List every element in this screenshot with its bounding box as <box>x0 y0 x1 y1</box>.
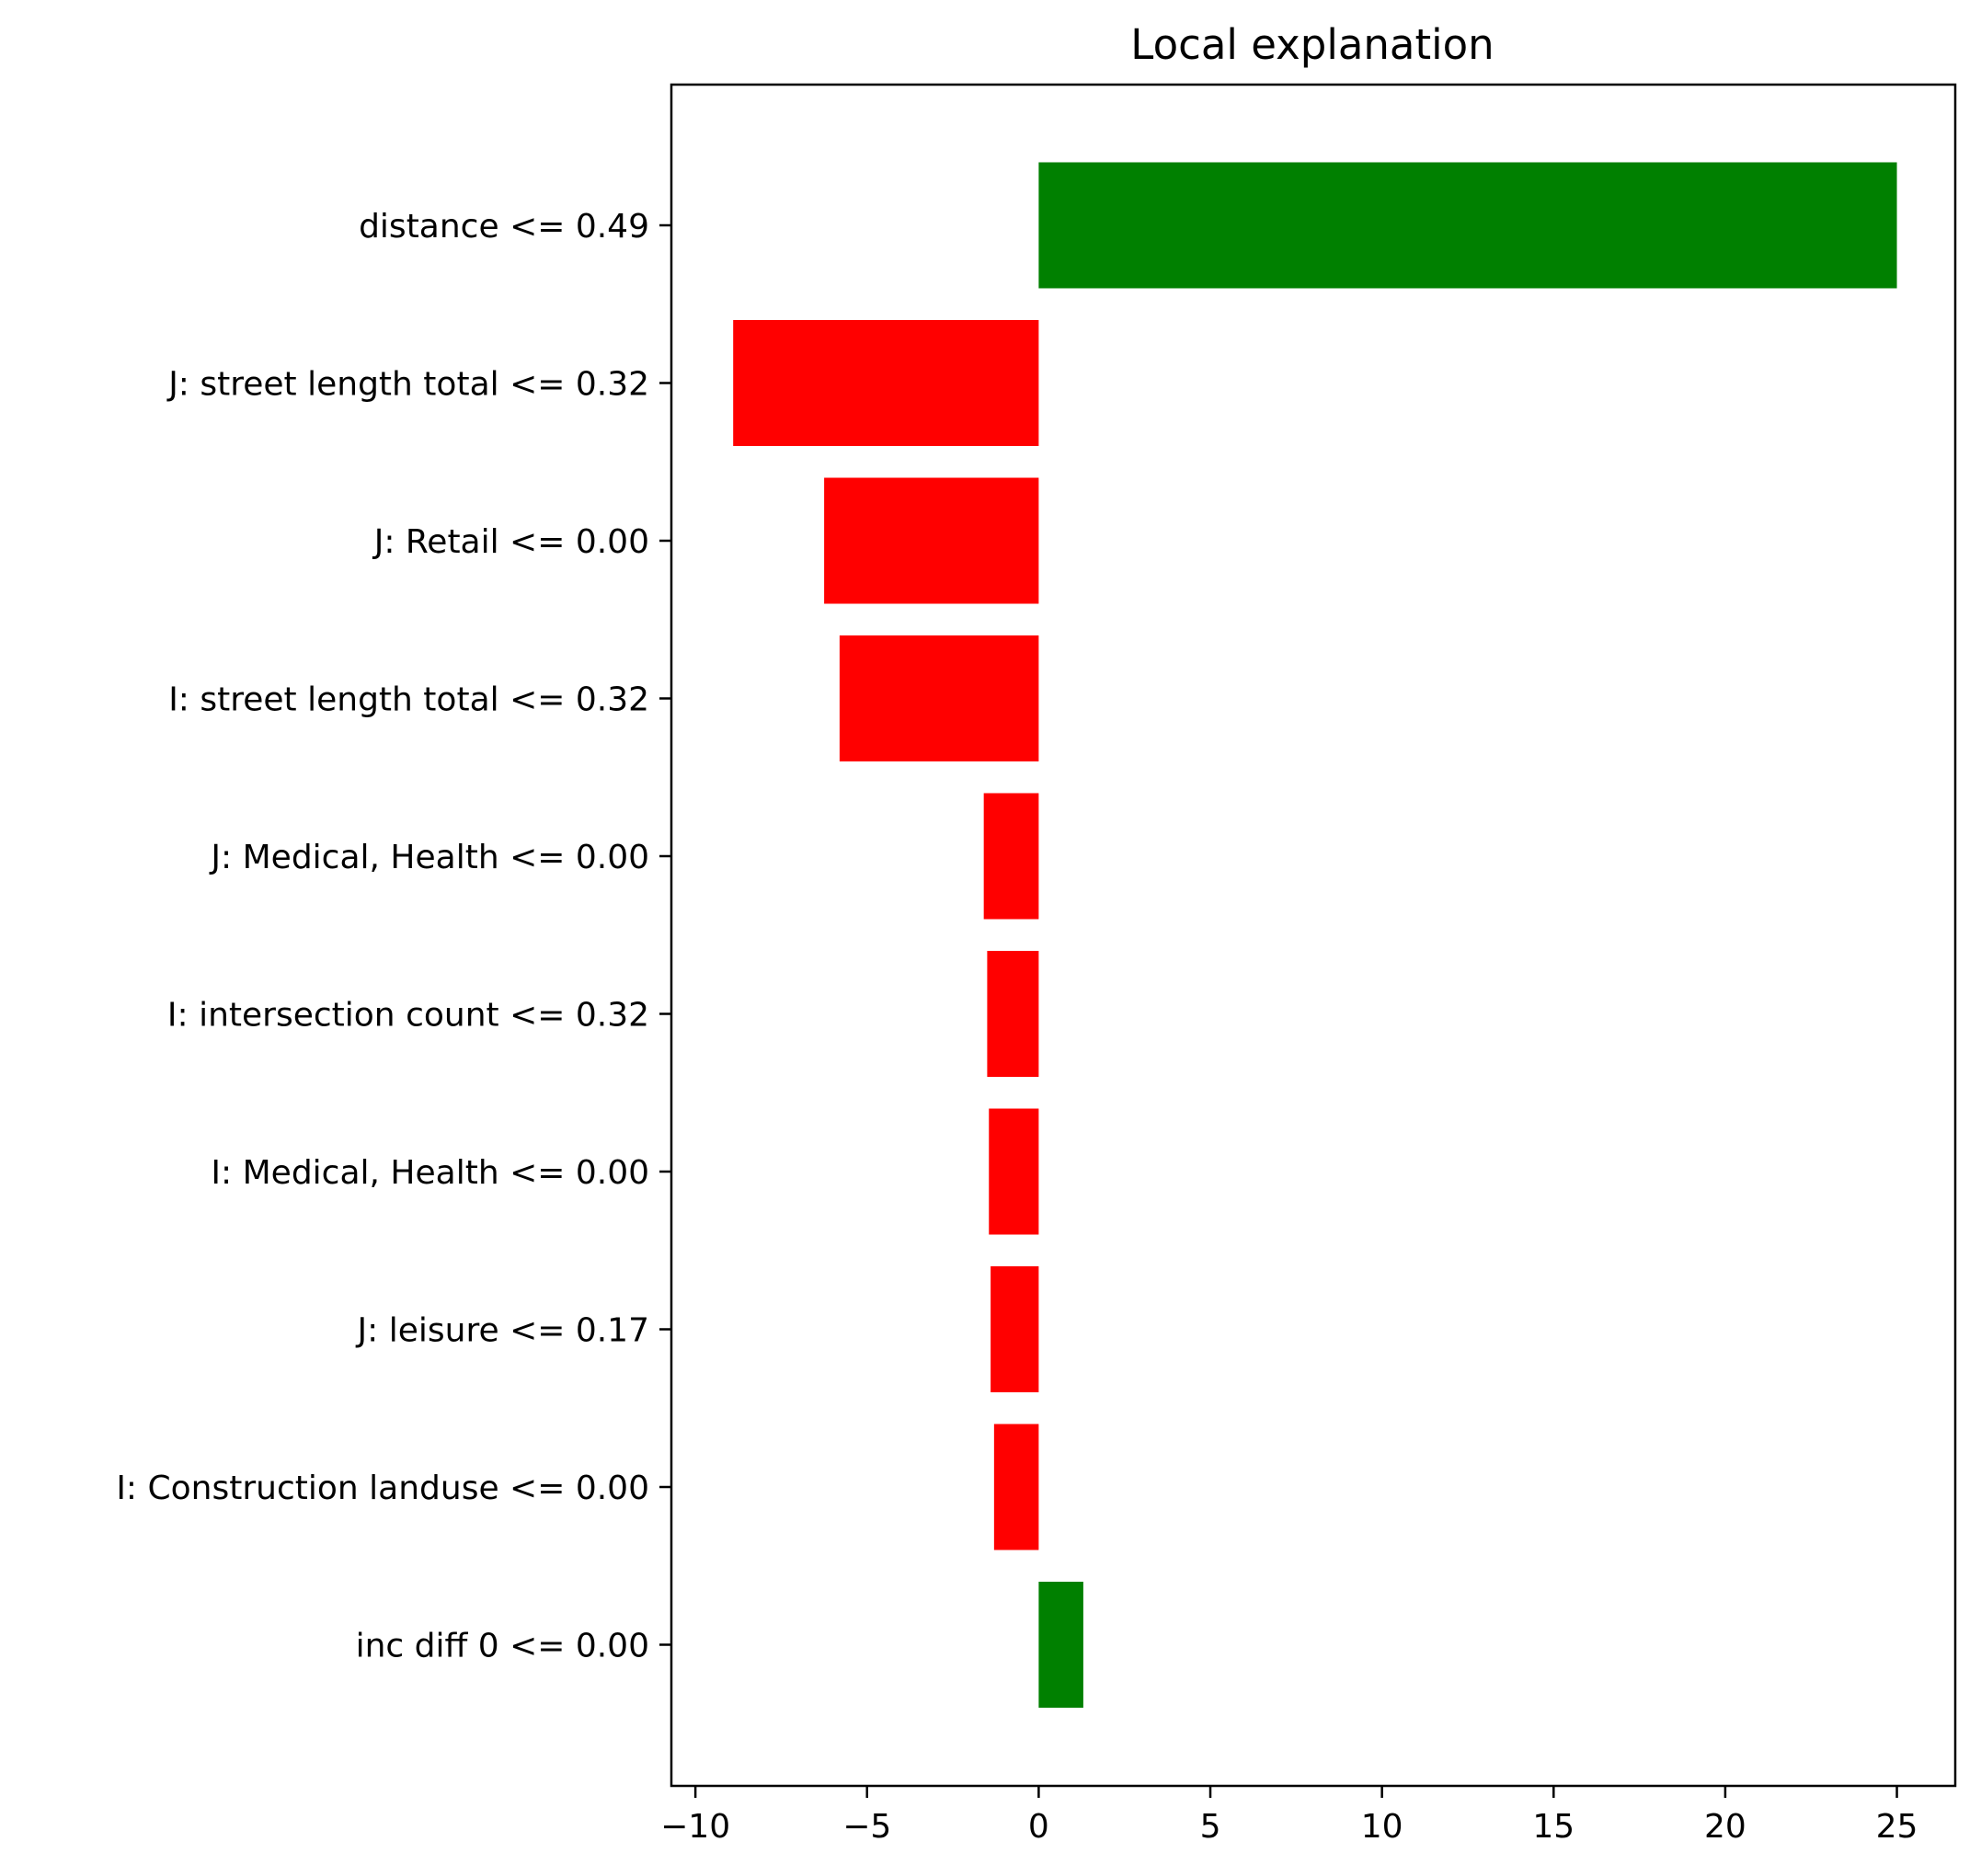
bar <box>983 793 1039 920</box>
y-tick-label: J: street length total <= 0.32 <box>166 366 649 404</box>
chart-title: Local explanation <box>1130 20 1494 69</box>
y-tick-label: distance <= 0.49 <box>359 208 649 246</box>
y-tick-label: J: Medical, Health <= 0.00 <box>209 839 649 876</box>
x-tick-label: 15 <box>1532 1808 1574 1846</box>
y-tick-label: J: Retail <= 0.00 <box>372 523 649 561</box>
x-tick-label: 5 <box>1200 1808 1221 1846</box>
x-tick-label: 0 <box>1028 1808 1049 1846</box>
y-tick-label: I: street length total <= 0.32 <box>168 681 649 719</box>
x-tick-label: −10 <box>660 1808 730 1846</box>
bar <box>1038 162 1897 289</box>
bar <box>987 951 1039 1077</box>
bar <box>733 320 1039 446</box>
bar <box>839 635 1039 761</box>
x-tick-label: 20 <box>1704 1808 1746 1846</box>
x-tick-label: −5 <box>842 1808 891 1846</box>
bar <box>990 1266 1039 1392</box>
bars-group <box>733 162 1897 1708</box>
y-tick-label: I: Medical, Health <= 0.00 <box>211 1154 649 1192</box>
x-tick-label: 10 <box>1361 1808 1403 1846</box>
y-tick-label: J: leisure <= 0.17 <box>356 1312 649 1350</box>
y-axis: distance <= 0.49 J: street length total <… <box>116 208 671 1665</box>
plot-frame <box>670 83 1957 1788</box>
bar <box>989 1108 1039 1235</box>
y-tick-label: I: intersection count <= 0.32 <box>167 997 649 1035</box>
y-tick-label: inc diff 0 <= 0.00 <box>356 1628 649 1665</box>
bar <box>824 477 1039 604</box>
y-tick-label: I: Construction landuse <= 0.00 <box>116 1470 649 1507</box>
x-tick-label: 25 <box>1876 1808 1918 1846</box>
x-axis: −10 −5 0 5 10 15 20 25 <box>660 1786 1918 1846</box>
bar <box>1038 1582 1083 1708</box>
bar <box>993 1424 1039 1550</box>
